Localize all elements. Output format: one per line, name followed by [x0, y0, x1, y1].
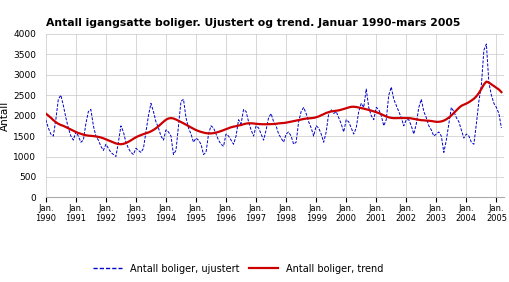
Legend: Antall boliger, ujustert, Antall boliger, trend: Antall boliger, ujustert, Antall boliger… — [89, 260, 387, 277]
Text: Antall igangsatte boliger. Ujustert og trend. Januar 1990-mars 2005: Antall igangsatte boliger. Ujustert og t… — [46, 17, 460, 28]
Y-axis label: Antall: Antall — [1, 100, 10, 131]
